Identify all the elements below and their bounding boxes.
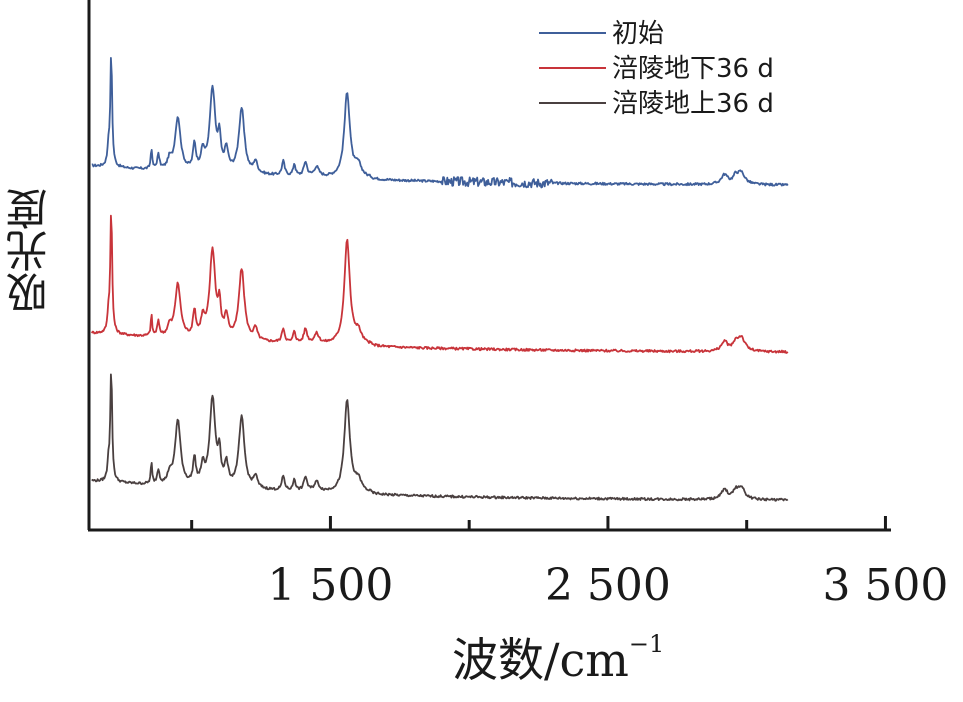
- legend-label: 涪陵地上36 d: [612, 89, 774, 119]
- series-line-1: [91, 57, 789, 189]
- legend-label: 初始: [612, 19, 664, 49]
- x-axis-label: 波数/cm−1: [452, 624, 664, 690]
- x-axis-label-text: 波数/cm: [452, 633, 629, 687]
- x-tick-label: 1 500: [267, 560, 393, 611]
- series-lines: [90, 57, 789, 502]
- y-axis-label: 吸光度: [5, 188, 54, 314]
- series-line-2: [90, 214, 789, 354]
- x-tick-label: 2 500: [545, 560, 671, 611]
- x-ticks: 1 500 2 500 3 500: [190, 516, 948, 611]
- legend-label: 涪陵地下36 d: [612, 54, 774, 84]
- x-tick-label: 3 500: [822, 560, 948, 611]
- series-line-3: [91, 373, 789, 502]
- axes: [87, 0, 891, 532]
- x-axis-label-exponent: −1: [628, 630, 665, 658]
